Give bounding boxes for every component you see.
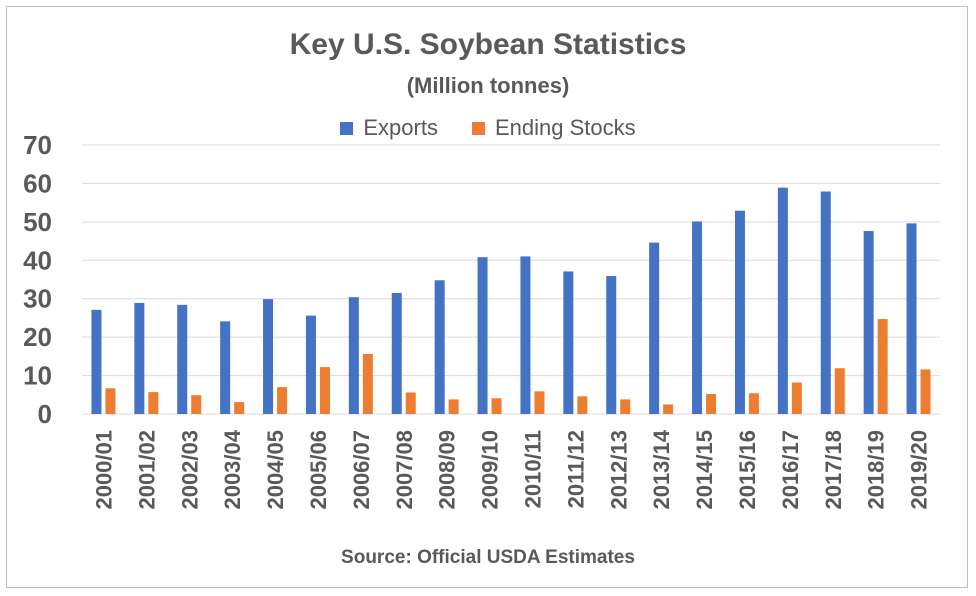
x-tick-label: 2000/01 (91, 430, 116, 510)
x-tick-label: 2007/08 (392, 430, 417, 510)
x-tick-label: 2004/05 (263, 430, 288, 510)
bar-ending-stocks (105, 388, 116, 414)
bar-exports (477, 257, 488, 414)
bar-exports (520, 256, 531, 414)
bar-exports (391, 292, 402, 414)
bar-ending-stocks (191, 395, 202, 414)
bar-ending-stocks (362, 354, 373, 414)
y-tick-label: 70 (23, 130, 52, 160)
legend-swatch-exports (340, 121, 354, 135)
y-tick-label: 0 (38, 399, 52, 429)
chart-title: Key U.S. Soybean Statistics (289, 28, 687, 61)
bar-exports (906, 223, 917, 414)
x-tick-label: 2014/15 (692, 430, 717, 510)
x-tick-label: 2008/09 (435, 430, 460, 510)
bar-ending-stocks (663, 404, 674, 414)
x-tick-label: 2017/18 (821, 430, 846, 510)
chart-source-note: Source: Official USDA Estimates (341, 547, 635, 568)
bar-exports (263, 299, 274, 414)
x-axis-ticks: 2000/01 2001/02 2002/03 2003/04 2004/05 2005/… (91, 429, 931, 509)
x-tick-label: 2010/11 (520, 430, 545, 508)
chart-legend: Exports Ending Stocks (0, 115, 976, 141)
bar-exports (692, 221, 703, 414)
y-tick-label: 30 (23, 284, 52, 314)
bar-ending-stocks (791, 382, 802, 414)
x-tick-label: 2018/19 (864, 430, 889, 510)
bar-ending-stocks (706, 394, 717, 414)
bars (91, 187, 931, 414)
y-tick-label: 50 (23, 207, 52, 237)
bar-exports (777, 187, 788, 414)
bar-exports (434, 280, 445, 414)
bar-ending-stocks (491, 398, 502, 414)
bar-ending-stocks (448, 399, 459, 414)
bar-ending-stocks (319, 367, 330, 414)
x-tick-label: 2001/02 (134, 430, 159, 510)
x-tick-label: 2013/14 (649, 429, 674, 509)
bar-exports (863, 231, 874, 414)
bar-ending-stocks (234, 402, 245, 414)
bar-ending-stocks (148, 392, 159, 414)
legend-label-ending-stocks: Ending Stocks (494, 115, 636, 140)
x-tick-label: 2012/13 (606, 430, 631, 510)
x-tick-label: 2005/06 (306, 430, 331, 510)
bar-ending-stocks (748, 393, 759, 414)
gridlines (82, 144, 940, 415)
bar-ending-stocks (277, 387, 288, 414)
bar-ending-stocks (405, 392, 416, 414)
bar-exports (220, 321, 231, 414)
y-tick-label: 10 (23, 361, 52, 391)
y-axis-ticks: 0 10 20 30 40 50 60 70 (23, 130, 52, 429)
x-tick-label: 2002/03 (177, 430, 202, 510)
legend-label-exports: Exports (363, 115, 438, 140)
bar-ending-stocks (534, 391, 545, 414)
bar-exports (348, 297, 359, 414)
bar-exports (606, 276, 617, 414)
y-tick-label: 60 (23, 168, 52, 198)
bar-exports (91, 309, 102, 414)
bar-ending-stocks (577, 396, 588, 414)
bar-exports (305, 315, 316, 414)
bar-ending-stocks (920, 369, 931, 414)
legend-item-exports: Exports (340, 115, 438, 141)
bar-exports (134, 302, 145, 414)
x-tick-label: 2011/12 (563, 430, 588, 508)
x-tick-label: 2009/10 (478, 430, 503, 510)
x-tick-label: 2019/20 (907, 430, 932, 510)
bar-exports (177, 304, 188, 414)
bar-ending-stocks (877, 319, 888, 414)
x-tick-label: 2006/07 (349, 430, 374, 510)
y-tick-label: 20 (23, 322, 52, 352)
x-tick-label: 2003/04 (220, 429, 245, 509)
bar-exports (820, 191, 831, 414)
bar-exports (649, 242, 660, 414)
bar-exports (563, 271, 574, 414)
legend-swatch-ending-stocks (471, 121, 485, 135)
x-tick-label: 2015/16 (735, 430, 760, 510)
chart-subtitle: (Million tonnes) (406, 73, 570, 98)
legend-item-ending-stocks: Ending Stocks (471, 115, 636, 141)
y-tick-label: 40 (23, 245, 52, 275)
bar-ending-stocks (834, 368, 845, 414)
bar-ending-stocks (620, 399, 631, 414)
x-tick-label: 2016/17 (778, 430, 803, 510)
bar-exports (734, 210, 745, 414)
